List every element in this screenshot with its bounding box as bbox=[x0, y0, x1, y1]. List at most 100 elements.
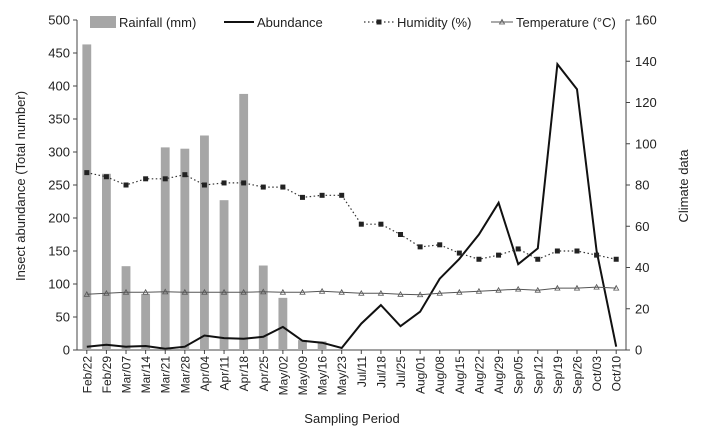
legend-swatch-rainfall bbox=[90, 16, 116, 28]
temperature-point bbox=[260, 288, 267, 295]
humidity-line bbox=[86, 172, 617, 260]
legend-marker-temperature bbox=[498, 18, 506, 25]
humidity-point bbox=[260, 184, 266, 190]
x-tick-label: Aug/22 bbox=[472, 356, 486, 394]
rainfall-bar bbox=[239, 93, 249, 351]
humidity-point bbox=[437, 242, 443, 248]
x-tick-label: Feb/22 bbox=[80, 356, 94, 394]
y-tick-label: 450 bbox=[48, 46, 70, 61]
y-tick-label: 0 bbox=[63, 343, 70, 358]
x-tick-label: Jul/25 bbox=[394, 356, 408, 388]
y2-tick-label: 40 bbox=[635, 260, 649, 275]
temperature-point bbox=[103, 289, 110, 296]
rainfall-bars bbox=[82, 44, 327, 351]
temperature-point bbox=[201, 288, 208, 295]
y2-tick-label: 80 bbox=[635, 178, 649, 193]
humidity-point bbox=[476, 256, 482, 262]
temperature-point bbox=[181, 288, 189, 295]
temperature-point bbox=[456, 288, 463, 295]
rainfall-bar bbox=[258, 265, 268, 350]
humidity-point bbox=[143, 176, 149, 182]
humidity-point bbox=[515, 246, 521, 252]
y2-axis-label: Climate data bbox=[676, 149, 691, 223]
y-tick-label: 300 bbox=[48, 145, 70, 160]
temperature-point bbox=[83, 290, 90, 297]
rainfall-bar bbox=[82, 44, 92, 351]
x-tick-label: Apr/04 bbox=[198, 356, 212, 392]
rainfall-bar bbox=[219, 200, 229, 350]
temperature-point bbox=[318, 287, 326, 294]
humidity-point bbox=[162, 176, 168, 182]
y-tick-label: 250 bbox=[48, 178, 70, 193]
temperature-point bbox=[436, 289, 443, 296]
legend-label: Humidity (%) bbox=[397, 15, 471, 30]
temperature-point bbox=[377, 289, 385, 296]
x-tick-label: Jul/18 bbox=[374, 356, 388, 388]
y-tick-label: 500 bbox=[48, 13, 70, 28]
x-tick-label: Mar/07 bbox=[120, 356, 134, 394]
humidity-point bbox=[554, 248, 560, 254]
humidity-point bbox=[280, 184, 286, 190]
y-axis-label: Insect abundance (Total number) bbox=[13, 91, 28, 281]
x-tick-label: Apr/11 bbox=[218, 356, 232, 391]
rainfall-bar bbox=[298, 340, 307, 350]
x-tick-label: Oct/10 bbox=[610, 356, 624, 392]
x-tick-label: Sep/12 bbox=[531, 356, 545, 394]
x-tick-label: Mar/14 bbox=[139, 356, 153, 394]
x-tick-label: May/16 bbox=[316, 356, 330, 396]
abundance-line bbox=[86, 61, 618, 350]
y2-tick-label: 120 bbox=[635, 95, 657, 110]
x-tick-label: Apr/18 bbox=[237, 356, 251, 392]
humidity-point bbox=[456, 250, 462, 256]
humidity-point bbox=[319, 192, 325, 198]
y-tick-label: 350 bbox=[48, 112, 70, 127]
x-tick-label: Sep/26 bbox=[570, 356, 584, 394]
temperature-point bbox=[397, 290, 404, 297]
humidity-point bbox=[84, 170, 90, 176]
y2-tick-label: 60 bbox=[635, 219, 649, 234]
humidity-point bbox=[574, 248, 580, 254]
x-tick-label: Jul/11 bbox=[355, 356, 369, 387]
humidity-point bbox=[398, 232, 404, 237]
humidity-point bbox=[241, 180, 247, 186]
x-tick-label: Feb/29 bbox=[100, 356, 114, 394]
y2-tick-label: 160 bbox=[635, 13, 657, 28]
temperature-point bbox=[593, 283, 600, 290]
humidity-point bbox=[103, 174, 109, 180]
temperature-point bbox=[416, 291, 424, 298]
legend-marker-humidity bbox=[376, 19, 382, 25]
temperature-point bbox=[534, 286, 541, 293]
rainfall-bar bbox=[180, 148, 190, 350]
y-tick-label: 100 bbox=[48, 277, 70, 292]
y2-tick-label: 0 bbox=[635, 343, 642, 358]
y-tick-label: 400 bbox=[48, 79, 70, 94]
humidity-point bbox=[378, 221, 384, 227]
x-tick-label: Aug/29 bbox=[492, 356, 506, 394]
y2-tick-label: 100 bbox=[635, 136, 657, 151]
temperature-point bbox=[299, 288, 306, 295]
humidity-point bbox=[123, 182, 129, 188]
temperature-point bbox=[475, 287, 483, 294]
legend: Rainfall (mm) Abundance Humidity (%) Temper… bbox=[90, 15, 616, 30]
x-tick-label: Aug/08 bbox=[433, 356, 447, 394]
y-tick-label: 150 bbox=[48, 244, 70, 259]
x-tick-label: May/02 bbox=[276, 356, 290, 396]
tick-labels: 0 50 100 150 200 250 300 350 400 450 500 0 20 40 60 80 1… bbox=[48, 13, 656, 396]
x-tick-label: Sep/19 bbox=[551, 356, 565, 394]
x-tick-label: Aug/01 bbox=[414, 356, 428, 394]
x-tick-label: May/23 bbox=[335, 356, 349, 396]
x-tick-label: Oct/03 bbox=[590, 356, 604, 392]
temperature-point bbox=[514, 285, 522, 292]
humidity-point bbox=[417, 244, 423, 250]
humidity-point bbox=[221, 180, 227, 186]
x-tick-label: Apr/25 bbox=[257, 356, 271, 392]
temperature-point bbox=[338, 288, 345, 295]
temperature-point bbox=[613, 284, 620, 291]
humidity-point bbox=[496, 252, 502, 258]
series-lines bbox=[83, 61, 620, 350]
temperature-line bbox=[86, 286, 617, 296]
temperature-point bbox=[573, 284, 581, 291]
rainfall-bar bbox=[200, 135, 209, 350]
y-tick-label: 50 bbox=[56, 310, 70, 325]
